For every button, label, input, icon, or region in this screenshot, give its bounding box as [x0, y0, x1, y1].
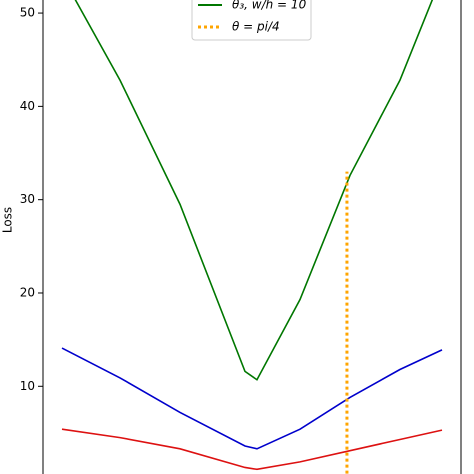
legend: θ₃, w/h = 10 θ = pi/4: [191, 0, 312, 41]
y-tick-label: 20: [20, 285, 35, 299]
y-tick-label: 40: [20, 99, 35, 113]
series-line: [61, 428, 443, 471]
series-line: [61, 347, 443, 450]
y-tick-label: 50: [20, 6, 35, 20]
series-line: [74, 0, 434, 381]
y-axis-label: Loss: [1, 207, 15, 233]
legend-label: θ₃, w/h = 10: [232, 0, 307, 12]
plot-area: [61, 0, 443, 474]
legend-label: θ = pi/4: [232, 20, 280, 34]
y-tick-label: 10: [20, 379, 35, 393]
legend-box: [191, 0, 312, 41]
y-tick-label: 30: [20, 192, 35, 206]
